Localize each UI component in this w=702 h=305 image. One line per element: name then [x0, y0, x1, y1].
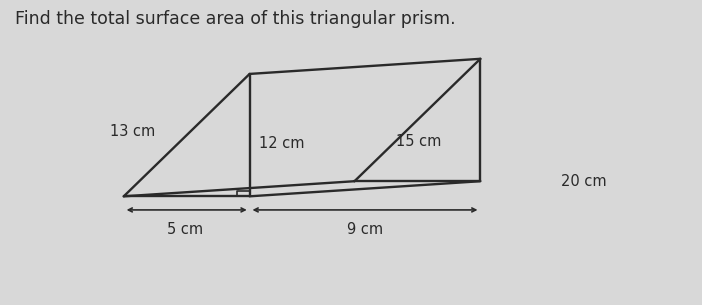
Text: 20 cm: 20 cm	[561, 174, 607, 189]
Text: 9 cm: 9 cm	[347, 222, 383, 237]
Text: 15 cm: 15 cm	[397, 135, 442, 149]
Text: 12 cm: 12 cm	[259, 136, 304, 151]
Text: 5 cm: 5 cm	[166, 222, 203, 237]
Text: Find the total surface area of this triangular prism.: Find the total surface area of this tria…	[15, 10, 456, 28]
Text: 13 cm: 13 cm	[110, 124, 155, 139]
